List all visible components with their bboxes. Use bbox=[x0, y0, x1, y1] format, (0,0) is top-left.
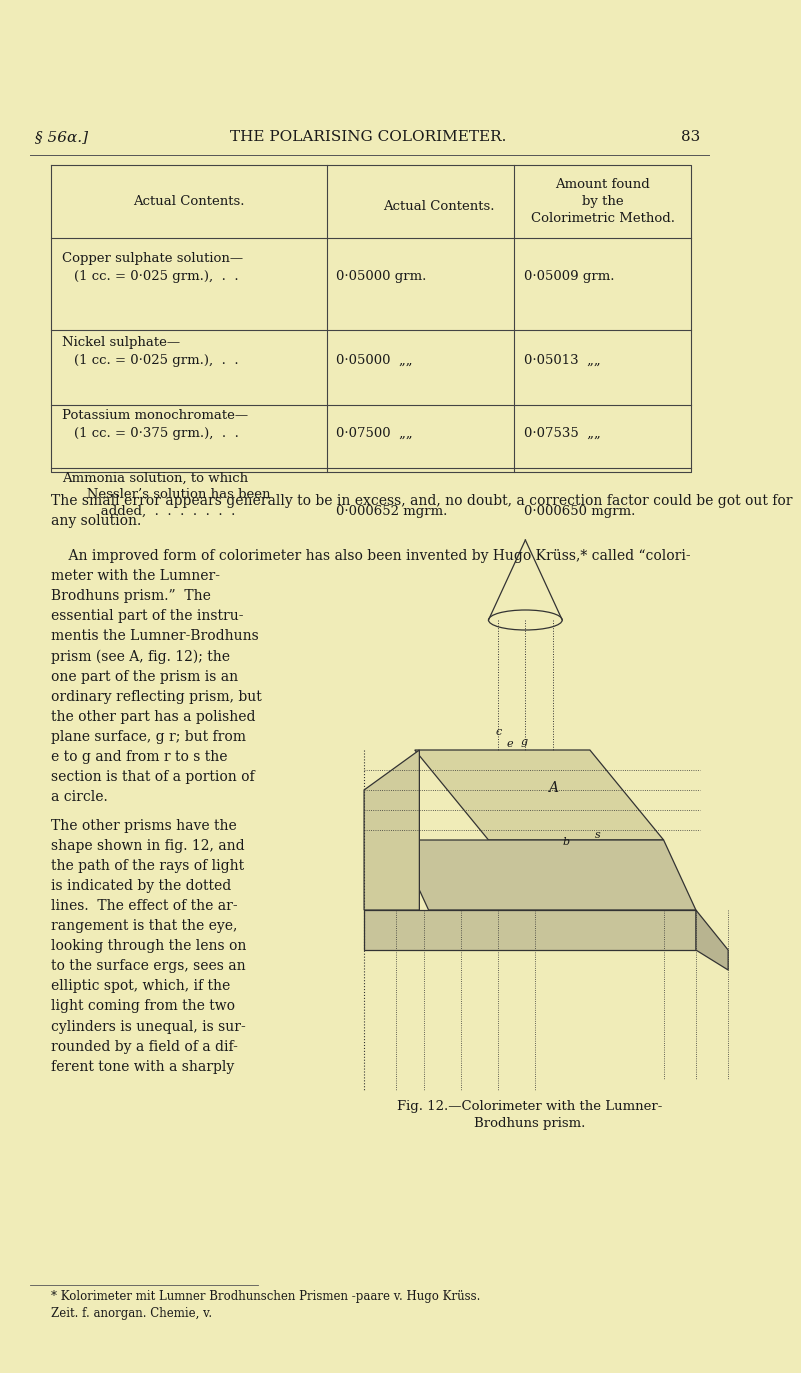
Text: 0·05013  „„: 0·05013 „„ bbox=[524, 354, 600, 367]
Text: Ammonia solution, to which: Ammonia solution, to which bbox=[62, 472, 248, 485]
Text: 83: 83 bbox=[681, 130, 701, 144]
Text: The small error appears generally to be in excess, and, no doubt, a correction f: The small error appears generally to be … bbox=[50, 494, 792, 529]
Text: 0·07535  „„: 0·07535 „„ bbox=[524, 427, 600, 439]
Text: 0·05009 grm.: 0·05009 grm. bbox=[524, 270, 614, 283]
Text: A: A bbox=[548, 781, 558, 795]
Text: * Kolorimeter mit Lumner Brodhunschen Prismen -paare v. Hugo Krüss.
Zeit. f. ano: * Kolorimeter mit Lumner Brodhunschen Pr… bbox=[50, 1291, 480, 1319]
Text: (1 cc. = 0·025 grm.),  .  .: (1 cc. = 0·025 grm.), . . bbox=[74, 270, 239, 283]
Text: Actual Contents.: Actual Contents. bbox=[384, 200, 495, 213]
Text: e: e bbox=[507, 739, 513, 750]
Text: (1 cc. = 0·375 grm.),  .  .: (1 cc. = 0·375 grm.), . . bbox=[74, 427, 239, 439]
Text: Copper sulphate solution—: Copper sulphate solution— bbox=[62, 253, 243, 265]
Text: Nickel sulphate—: Nickel sulphate— bbox=[62, 336, 180, 349]
Text: Actual Contents.: Actual Contents. bbox=[133, 195, 244, 207]
Text: Potassium monochromate—: Potassium monochromate— bbox=[62, 409, 248, 422]
Text: THE POLARISING COLORIMETER.: THE POLARISING COLORIMETER. bbox=[231, 130, 507, 144]
Text: § 56α.]: § 56α.] bbox=[35, 130, 88, 144]
Text: g: g bbox=[521, 737, 528, 747]
Text: b: b bbox=[562, 838, 570, 847]
Text: c: c bbox=[496, 726, 502, 737]
Text: s: s bbox=[594, 831, 600, 840]
Text: Fig. 12.—Colorimeter with the Lumner-
Brodhuns prism.: Fig. 12.—Colorimeter with the Lumner- Br… bbox=[397, 1100, 662, 1130]
Polygon shape bbox=[364, 910, 696, 950]
Text: (1 cc. = 0·025 grm.),  .  .: (1 cc. = 0·025 grm.), . . bbox=[74, 354, 239, 367]
Polygon shape bbox=[364, 750, 420, 910]
Polygon shape bbox=[415, 750, 663, 840]
Text: The other prisms have the
shape shown in fig. 12, and
the path of the rays of li: The other prisms have the shape shown in… bbox=[50, 820, 246, 1074]
Text: Nessler’s solution has been: Nessler’s solution has been bbox=[74, 487, 270, 501]
Text: 0·000650 mgrm.: 0·000650 mgrm. bbox=[524, 505, 635, 518]
Polygon shape bbox=[396, 840, 696, 910]
Text: Amount found
by the
Colorimetric Method.: Amount found by the Colorimetric Method. bbox=[531, 178, 674, 225]
Polygon shape bbox=[696, 910, 728, 969]
Text: An improved form of colorimeter has also been invented by Hugo Krüss,* called “c: An improved form of colorimeter has also… bbox=[50, 549, 690, 805]
Text: added,  .  .  .  .  .  .  .: added, . . . . . . . bbox=[87, 505, 235, 518]
Text: 0·05000 grm.: 0·05000 grm. bbox=[336, 270, 427, 283]
Text: 0·05000  „„: 0·05000 „„ bbox=[336, 354, 413, 367]
Text: 0·000652 mgrm.: 0·000652 mgrm. bbox=[336, 505, 448, 518]
Text: 0·07500  „„: 0·07500 „„ bbox=[336, 427, 413, 439]
